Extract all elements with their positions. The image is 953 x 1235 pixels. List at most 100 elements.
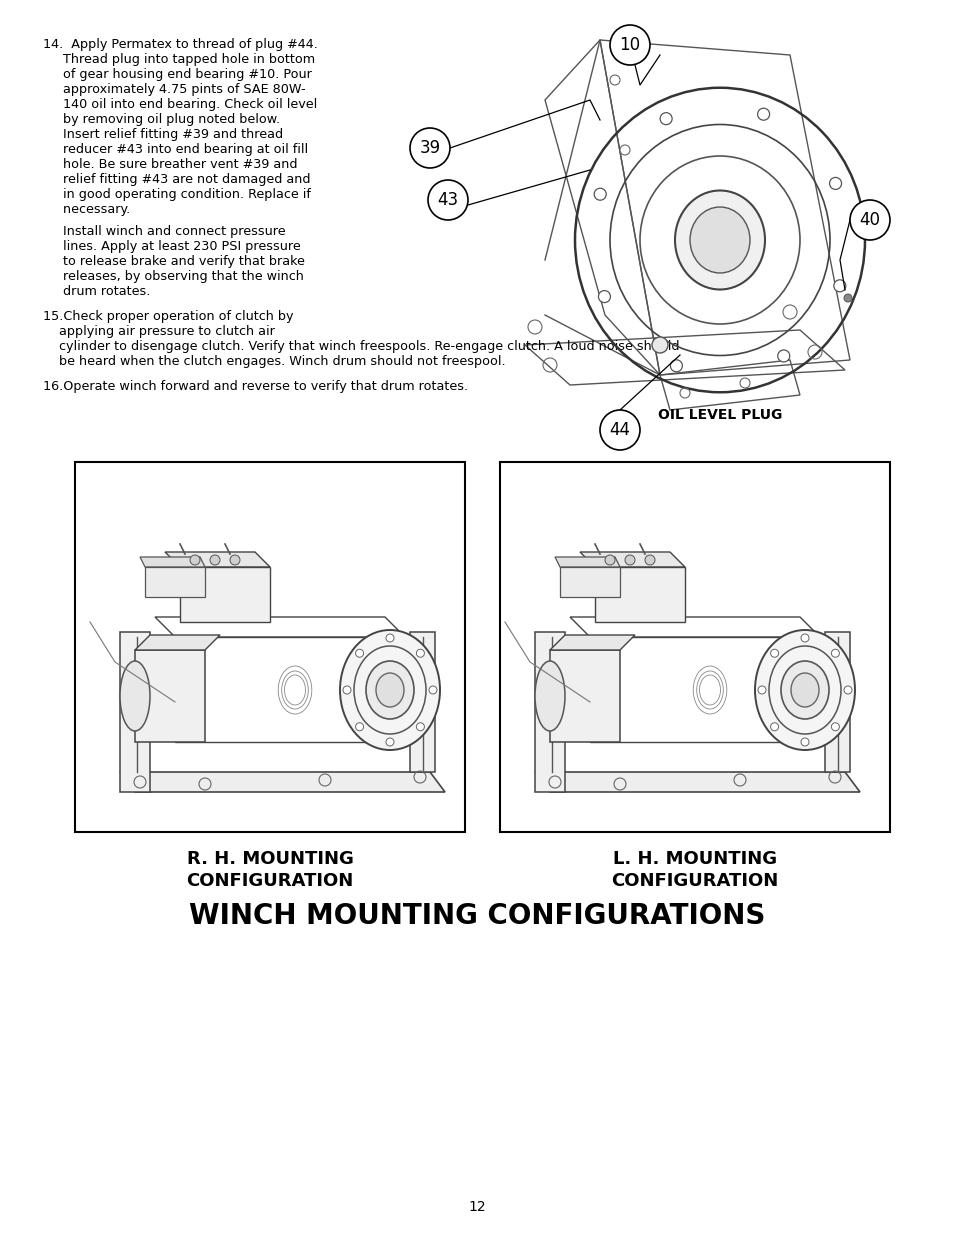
Ellipse shape [375, 673, 403, 706]
Text: reducer #43 into end bearing at oil fill: reducer #43 into end bearing at oil fill [43, 143, 308, 156]
Ellipse shape [339, 630, 439, 750]
Circle shape [428, 180, 468, 220]
Circle shape [604, 555, 615, 564]
Circle shape [758, 685, 765, 694]
Circle shape [599, 410, 639, 450]
Circle shape [644, 555, 655, 564]
Circle shape [190, 555, 200, 564]
Ellipse shape [535, 661, 564, 731]
Polygon shape [135, 650, 205, 742]
Polygon shape [120, 632, 150, 792]
Circle shape [843, 685, 851, 694]
Polygon shape [410, 632, 435, 772]
Text: applying air pressure to clutch air: applying air pressure to clutch air [43, 325, 274, 338]
Polygon shape [555, 557, 619, 567]
Text: be heard when the clutch engages. Winch drum should not freespool.: be heard when the clutch engages. Winch … [43, 354, 505, 368]
Text: 39: 39 [419, 140, 440, 157]
Ellipse shape [781, 661, 828, 719]
Polygon shape [550, 650, 619, 742]
Circle shape [416, 722, 424, 731]
Polygon shape [824, 632, 849, 772]
Circle shape [609, 25, 649, 65]
Ellipse shape [689, 207, 749, 273]
Text: releases, by observing that the winch: releases, by observing that the winch [43, 270, 304, 283]
Text: 15.Check proper operation of clutch by: 15.Check proper operation of clutch by [43, 310, 294, 324]
Text: 44: 44 [609, 421, 630, 438]
Circle shape [849, 200, 889, 240]
Polygon shape [535, 772, 859, 792]
Circle shape [355, 722, 363, 731]
Circle shape [843, 294, 851, 303]
Polygon shape [579, 552, 684, 567]
Text: in good operating condition. Replace if: in good operating condition. Replace if [43, 188, 311, 201]
Circle shape [355, 650, 363, 657]
Circle shape [659, 112, 672, 125]
Text: of gear housing end bearing #10. Pour: of gear housing end bearing #10. Pour [43, 68, 312, 82]
Polygon shape [535, 632, 564, 792]
Text: drum rotates.: drum rotates. [43, 285, 151, 298]
Circle shape [410, 128, 450, 168]
Circle shape [777, 350, 789, 362]
Text: L. H. MOUNTING: L. H. MOUNTING [612, 850, 777, 868]
Text: approximately 4.75 pints of SAE 80W-: approximately 4.75 pints of SAE 80W- [43, 83, 305, 96]
Text: WINCH MOUNTING CONFIGURATIONS: WINCH MOUNTING CONFIGURATIONS [189, 902, 764, 930]
Circle shape [670, 359, 681, 372]
Polygon shape [135, 635, 220, 650]
Text: 16.Operate winch forward and reverse to verify that drum rotates.: 16.Operate winch forward and reverse to … [43, 380, 468, 393]
Circle shape [619, 144, 629, 156]
Polygon shape [165, 552, 270, 567]
Text: relief fitting #43 are not damaged and: relief fitting #43 are not damaged and [43, 173, 310, 186]
Circle shape [833, 280, 845, 291]
Text: Insert relief fitting #39 and thread: Insert relief fitting #39 and thread [43, 128, 283, 141]
Text: necessary.: necessary. [43, 203, 131, 216]
Circle shape [594, 188, 605, 200]
Text: Thread plug into tapped hole in bottom: Thread plug into tapped hole in bottom [43, 53, 314, 65]
Circle shape [830, 722, 839, 731]
Circle shape [230, 555, 240, 564]
Ellipse shape [675, 190, 764, 289]
Circle shape [770, 722, 778, 731]
Text: 14.  Apply Permatex to thread of plug #44.: 14. Apply Permatex to thread of plug #44… [43, 38, 317, 51]
Text: OIL LEVEL PLUG: OIL LEVEL PLUG [658, 408, 781, 422]
Polygon shape [595, 567, 684, 622]
Circle shape [770, 650, 778, 657]
Polygon shape [550, 635, 635, 650]
Ellipse shape [366, 661, 414, 719]
Text: hole. Be sure breather vent #39 and: hole. Be sure breather vent #39 and [43, 158, 297, 170]
Circle shape [609, 75, 619, 85]
Text: lines. Apply at least 230 PSI pressure: lines. Apply at least 230 PSI pressure [43, 240, 300, 253]
Text: cylinder to disengage clutch. Verify that winch freespools. Re-engage clutch. A : cylinder to disengage clutch. Verify tha… [43, 340, 679, 353]
Circle shape [651, 337, 667, 353]
Text: by removing oil plug noted below.: by removing oil plug noted below. [43, 112, 280, 126]
Polygon shape [120, 772, 444, 792]
Ellipse shape [120, 661, 150, 731]
Circle shape [210, 555, 220, 564]
Text: 12: 12 [468, 1200, 485, 1214]
Text: CONFIGURATION: CONFIGURATION [611, 872, 778, 890]
Circle shape [624, 555, 635, 564]
Ellipse shape [754, 630, 854, 750]
Polygon shape [559, 567, 619, 597]
Circle shape [343, 685, 351, 694]
Polygon shape [180, 567, 270, 622]
Circle shape [801, 634, 808, 642]
Text: 43: 43 [437, 191, 458, 209]
Text: R. H. MOUNTING: R. H. MOUNTING [187, 850, 353, 868]
Circle shape [386, 739, 394, 746]
Circle shape [416, 650, 424, 657]
Circle shape [757, 109, 769, 120]
Bar [75, 462, 464, 832]
Text: Install winch and connect pressure: Install winch and connect pressure [43, 225, 285, 238]
Bar [499, 462, 889, 832]
Text: 10: 10 [618, 36, 639, 54]
Text: 140 oil into end bearing. Check oil level: 140 oil into end bearing. Check oil leve… [43, 98, 317, 111]
Circle shape [386, 634, 394, 642]
Circle shape [598, 290, 610, 303]
Circle shape [801, 739, 808, 746]
Text: to release brake and verify that brake: to release brake and verify that brake [43, 254, 305, 268]
Polygon shape [145, 567, 205, 597]
Circle shape [829, 178, 841, 189]
Ellipse shape [790, 673, 818, 706]
Text: CONFIGURATION: CONFIGURATION [186, 872, 354, 890]
Circle shape [830, 650, 839, 657]
